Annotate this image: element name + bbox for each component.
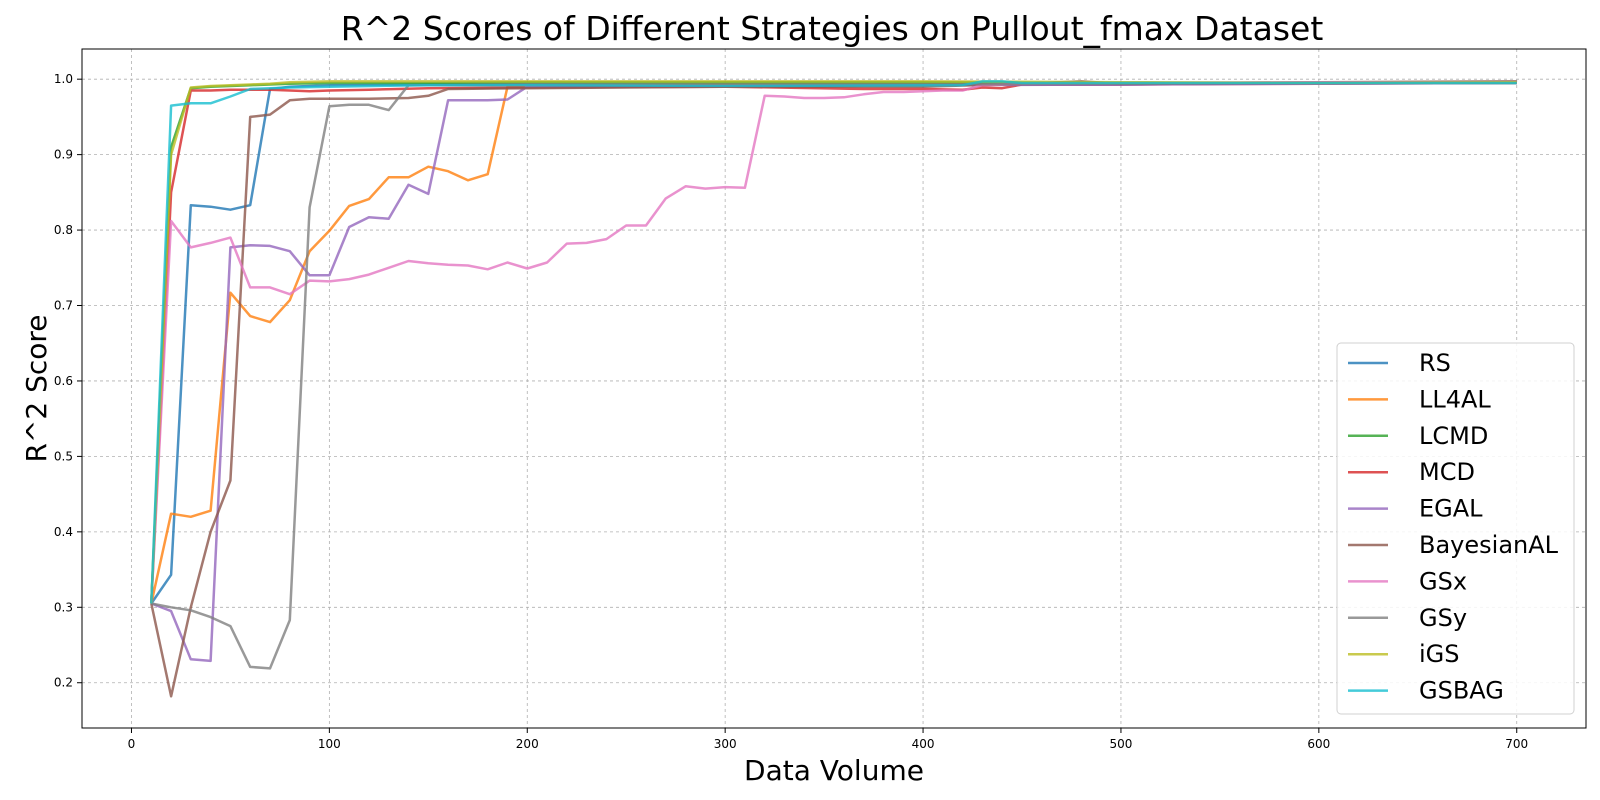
legend-label: EGAL (1419, 495, 1483, 523)
series-line-lcmd (150, 80, 1517, 604)
plot-area-frame (81, 48, 1587, 729)
y-tick-label: 0.8 (54, 223, 73, 237)
x-axis-label: Data Volume (744, 754, 924, 787)
x-tick-label: 100 (318, 737, 341, 751)
x-tick-label: 400 (912, 737, 935, 751)
legend-label: GSy (1419, 604, 1467, 632)
legend-label: MCD (1419, 458, 1475, 486)
y-tick-label: 0.6 (54, 374, 73, 388)
y-tick-label: 0.2 (54, 676, 73, 690)
series-line-egal (150, 81, 1517, 663)
series-lines (150, 80, 1517, 698)
series-line-rs (150, 80, 1517, 605)
y-tick-label: 1.0 (54, 72, 73, 86)
y-tick-label: 0.7 (54, 299, 73, 313)
x-tick-label: 300 (714, 737, 737, 751)
legend-label: LL4AL (1419, 385, 1491, 413)
axis-ticks: 0 100 200 300 400 500 600 700 0.2 0.3 0.4 0.5 0.6 0.7… (54, 72, 1528, 751)
legend-box (1336, 342, 1575, 715)
x-tick-label: 600 (1307, 737, 1330, 751)
x-tick-label: 0 (128, 737, 136, 751)
x-tick-label: 500 (1109, 737, 1132, 751)
series-line-igs (150, 80, 1517, 604)
legend-label: iGS (1419, 640, 1460, 668)
series-line-ll4al (150, 80, 1517, 604)
legend-label: BayesianAL (1419, 531, 1559, 559)
series-line-gsy (151, 81, 1517, 670)
legend-label: GSx (1419, 567, 1467, 595)
x-tick-label: 200 (516, 737, 539, 751)
series-line-bayesianal (150, 80, 1517, 698)
legend-label: LCMD (1419, 422, 1488, 450)
legend-label: RS (1419, 349, 1451, 377)
y-tick-label: 0.3 (54, 600, 73, 614)
legend-label: GSBAG (1419, 677, 1504, 705)
series-line-mcd (150, 81, 1517, 604)
y-tick-label: 0.5 (54, 449, 73, 463)
series-line-gsbag (150, 80, 1517, 604)
legend: RS LL4AL LCMD MCD EGAL BayesianAL GSx GSy iGS GSB… (1336, 342, 1575, 715)
y-tick-label: 0.4 (54, 525, 73, 539)
x-tick-label: 700 (1505, 737, 1528, 751)
y-axis-label: R^2 Score (20, 314, 53, 462)
chart-title: R^2 Scores of Different Strategies on Pu… (341, 9, 1324, 48)
series-line-gsx (150, 80, 1517, 604)
y-tick-label: 0.9 (54, 148, 73, 162)
